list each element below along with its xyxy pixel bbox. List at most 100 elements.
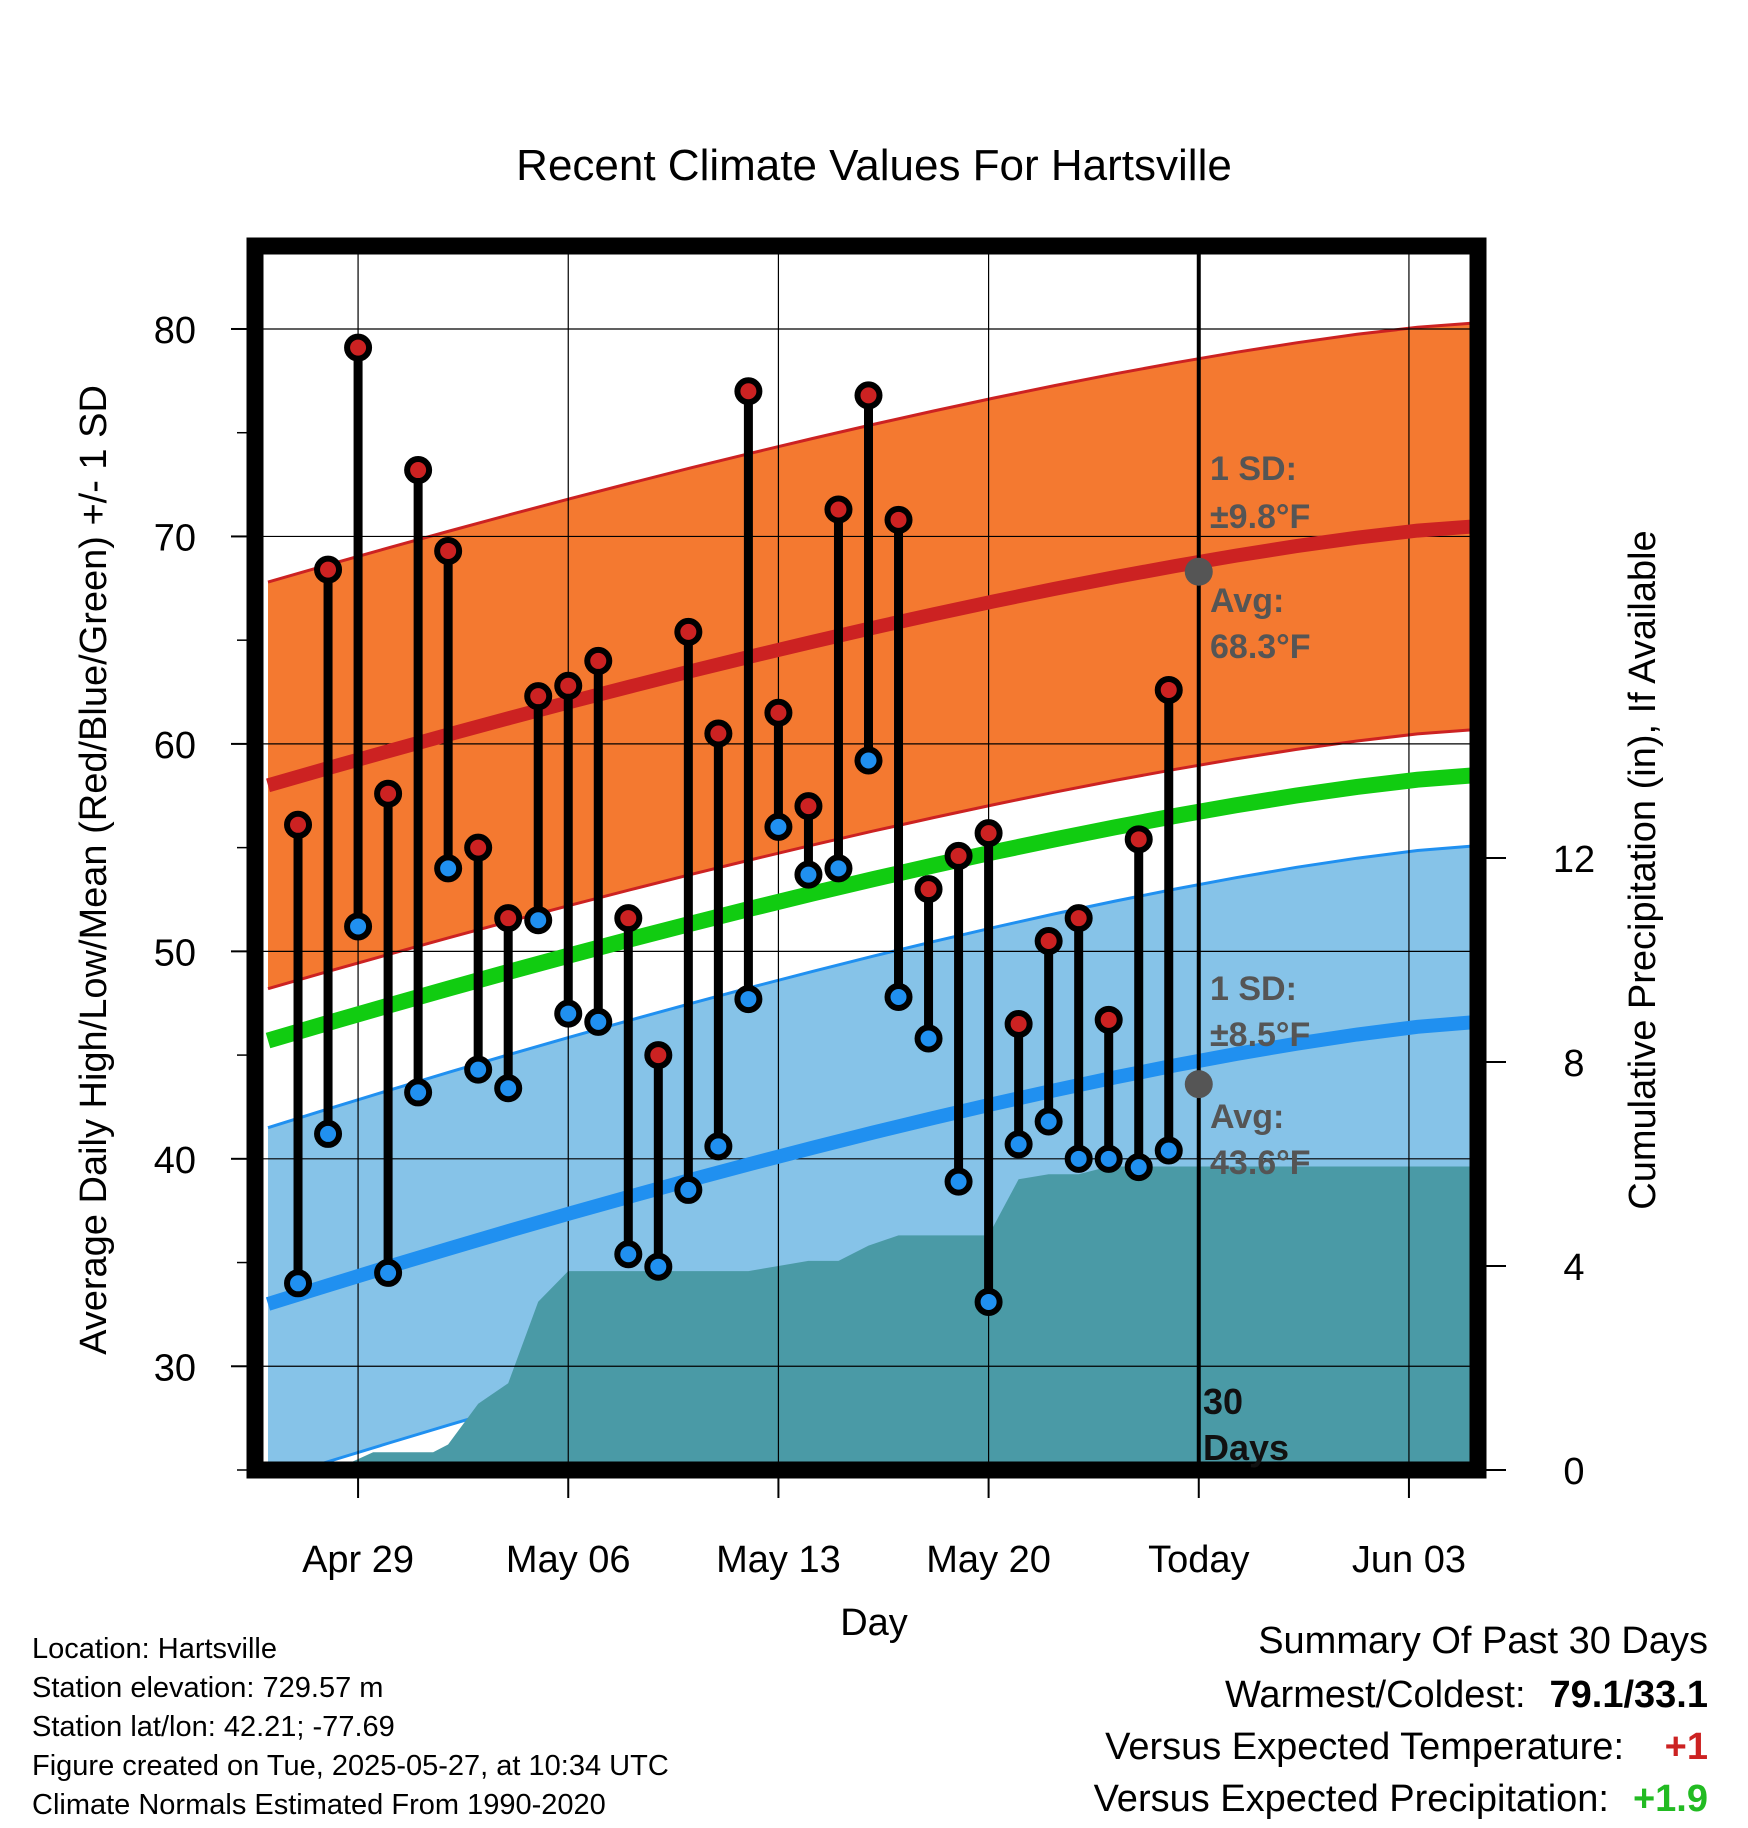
daily-low-point <box>1154 1136 1183 1165</box>
summary-panel: Summary Of Past 30 Days Warmest/Coldest:… <box>1094 1620 1708 1825</box>
daily-high-point <box>1004 1009 1033 1038</box>
precip-departure-row: Versus Expected Precipitation: +1.9 <box>1094 1773 1708 1825</box>
high-avg-marker <box>1184 557 1213 586</box>
daily-low-point <box>974 1287 1003 1316</box>
warmest-coldest-value: 79.1/33.1 <box>1549 1674 1708 1716</box>
daily-low-point <box>284 1269 313 1298</box>
y-tick-label: 50 <box>154 932 196 974</box>
daily-low-point <box>404 1078 433 1107</box>
days-count-label: 30 <box>1203 1381 1243 1422</box>
x-tick-label: Apr 29 <box>302 1539 414 1581</box>
daily-low-point <box>1004 1130 1033 1159</box>
daily-high-point <box>1124 825 1153 854</box>
x-axis-label: Day <box>840 1602 908 1644</box>
cumulative-precip-area <box>334 1166 1478 1470</box>
daily-low-point <box>314 1119 343 1148</box>
y2-tick-label: 0 <box>1563 1451 1584 1493</box>
chart-title: Recent Climate Values For Hartsville <box>516 141 1232 190</box>
daily-high-point <box>734 377 763 406</box>
daily-high-point <box>974 819 1003 848</box>
low-avg-label: Avg: <box>1210 1098 1284 1136</box>
daily-high-point <box>614 904 643 933</box>
daily-low-point <box>884 982 913 1011</box>
daily-low-point <box>524 906 553 935</box>
precip-departure-value: +1.9 <box>1632 1778 1708 1820</box>
daily-low-point <box>764 812 793 841</box>
elevation-line: Station elevation: 729.57 m <box>32 1672 384 1704</box>
daily-low-point <box>374 1258 403 1287</box>
daily-high-point <box>404 456 433 485</box>
x-tick-label: May 06 <box>506 1539 631 1581</box>
daily-low-point <box>1094 1144 1123 1173</box>
normal-low-line <box>265 1014 1478 1311</box>
x-tick-label: May 20 <box>926 1539 1051 1581</box>
daily-high-point <box>284 810 313 839</box>
daily-high-point <box>914 875 943 904</box>
daily-low-point <box>554 999 583 1028</box>
y2-axis-label: Cumulative Precipitation (in), If Availa… <box>1622 530 1664 1209</box>
y-tick-label: 30 <box>154 1347 196 1389</box>
y-axis-label: Average Daily High/Low/Mean (Red/Blue/Gr… <box>73 385 115 1355</box>
high-avg-label: Avg: <box>1210 582 1284 620</box>
daily-high-point <box>314 555 343 584</box>
location-line: Location: Hartsville <box>32 1633 277 1665</box>
daily-low-point <box>674 1175 703 1204</box>
daily-high-point <box>434 536 463 565</box>
x-tick-label: May 13 <box>716 1539 841 1581</box>
daily-high-point <box>794 792 823 821</box>
station-info: Location: Hartsville Station elevation: … <box>32 1630 669 1825</box>
plot-area: 30 40 50 60 70 80 0 4 8 12 Apr 29 May 06 May 13 May 2… <box>154 237 1595 1581</box>
y2-tick-label: 12 <box>1553 839 1595 881</box>
daily-low-point <box>344 912 373 941</box>
daily-low-point <box>704 1132 733 1161</box>
daily-low-point <box>914 1024 943 1053</box>
low-avg-marker <box>1184 1070 1213 1099</box>
normals-line: Climate Normals Estimated From 1990-2020 <box>32 1789 606 1821</box>
daily-low-point <box>1064 1144 1093 1173</box>
daily-high-point <box>704 719 733 748</box>
days-word-label: Days <box>1203 1427 1289 1468</box>
y-tick-label: 40 <box>154 1140 196 1182</box>
plot-frame <box>246 237 1487 1479</box>
y-tick-label: 60 <box>154 725 196 767</box>
daily-low-point <box>644 1252 673 1281</box>
daily-low-point <box>464 1055 493 1084</box>
daily-low-point <box>794 860 823 889</box>
daily-high-point <box>374 779 403 808</box>
precip-departure-label: Versus Expected Precipitation: <box>1093 1778 1609 1820</box>
x-tick-label: Today <box>1148 1539 1249 1581</box>
y2-tick-label: 4 <box>1563 1247 1584 1289</box>
daily-high-point <box>584 646 613 675</box>
low-sd-label: 1 SD: <box>1210 970 1297 1008</box>
daily-high-point <box>944 841 973 870</box>
low-sd-value: ±8.5°F <box>1210 1016 1310 1054</box>
daily-high-point <box>464 833 493 862</box>
normal-mean-line <box>265 767 1478 1049</box>
daily-high-point <box>524 682 553 711</box>
created-line: Figure created on Tue, 2025-05-27, at 10… <box>32 1750 669 1782</box>
high-sd-value: ±9.8°F <box>1210 498 1310 536</box>
low-avg-value: 43.6°F <box>1210 1144 1311 1182</box>
daily-low-point <box>614 1240 643 1269</box>
daily-high-point <box>1064 904 1093 933</box>
daily-high-point <box>1154 675 1183 704</box>
daily-high-point <box>554 671 583 700</box>
y-tick-label: 80 <box>154 310 196 352</box>
temp-departure-row: Versus Expected Temperature: +1 <box>1094 1721 1708 1773</box>
daily-high-point <box>1034 926 1063 955</box>
daily-high-point <box>1094 1005 1123 1034</box>
daily-high-point <box>764 698 793 727</box>
daily-high-point <box>494 904 523 933</box>
daily-high-point <box>344 333 373 362</box>
temp-departure-label: Versus Expected Temperature: <box>1105 1726 1624 1768</box>
temp-departure-value: +1 <box>1664 1726 1708 1768</box>
daily-high-point <box>884 505 913 534</box>
daily-low-point <box>584 1007 613 1036</box>
latlon-line: Station lat/lon: 42.21; -77.69 <box>32 1711 395 1743</box>
y-tick-label: 70 <box>154 517 196 559</box>
daily-low-point <box>734 985 763 1014</box>
warmest-coldest-label: Warmest/Coldest: <box>1224 1674 1526 1716</box>
y2-tick-label: 8 <box>1563 1043 1584 1085</box>
daily-high-point <box>644 1041 673 1070</box>
